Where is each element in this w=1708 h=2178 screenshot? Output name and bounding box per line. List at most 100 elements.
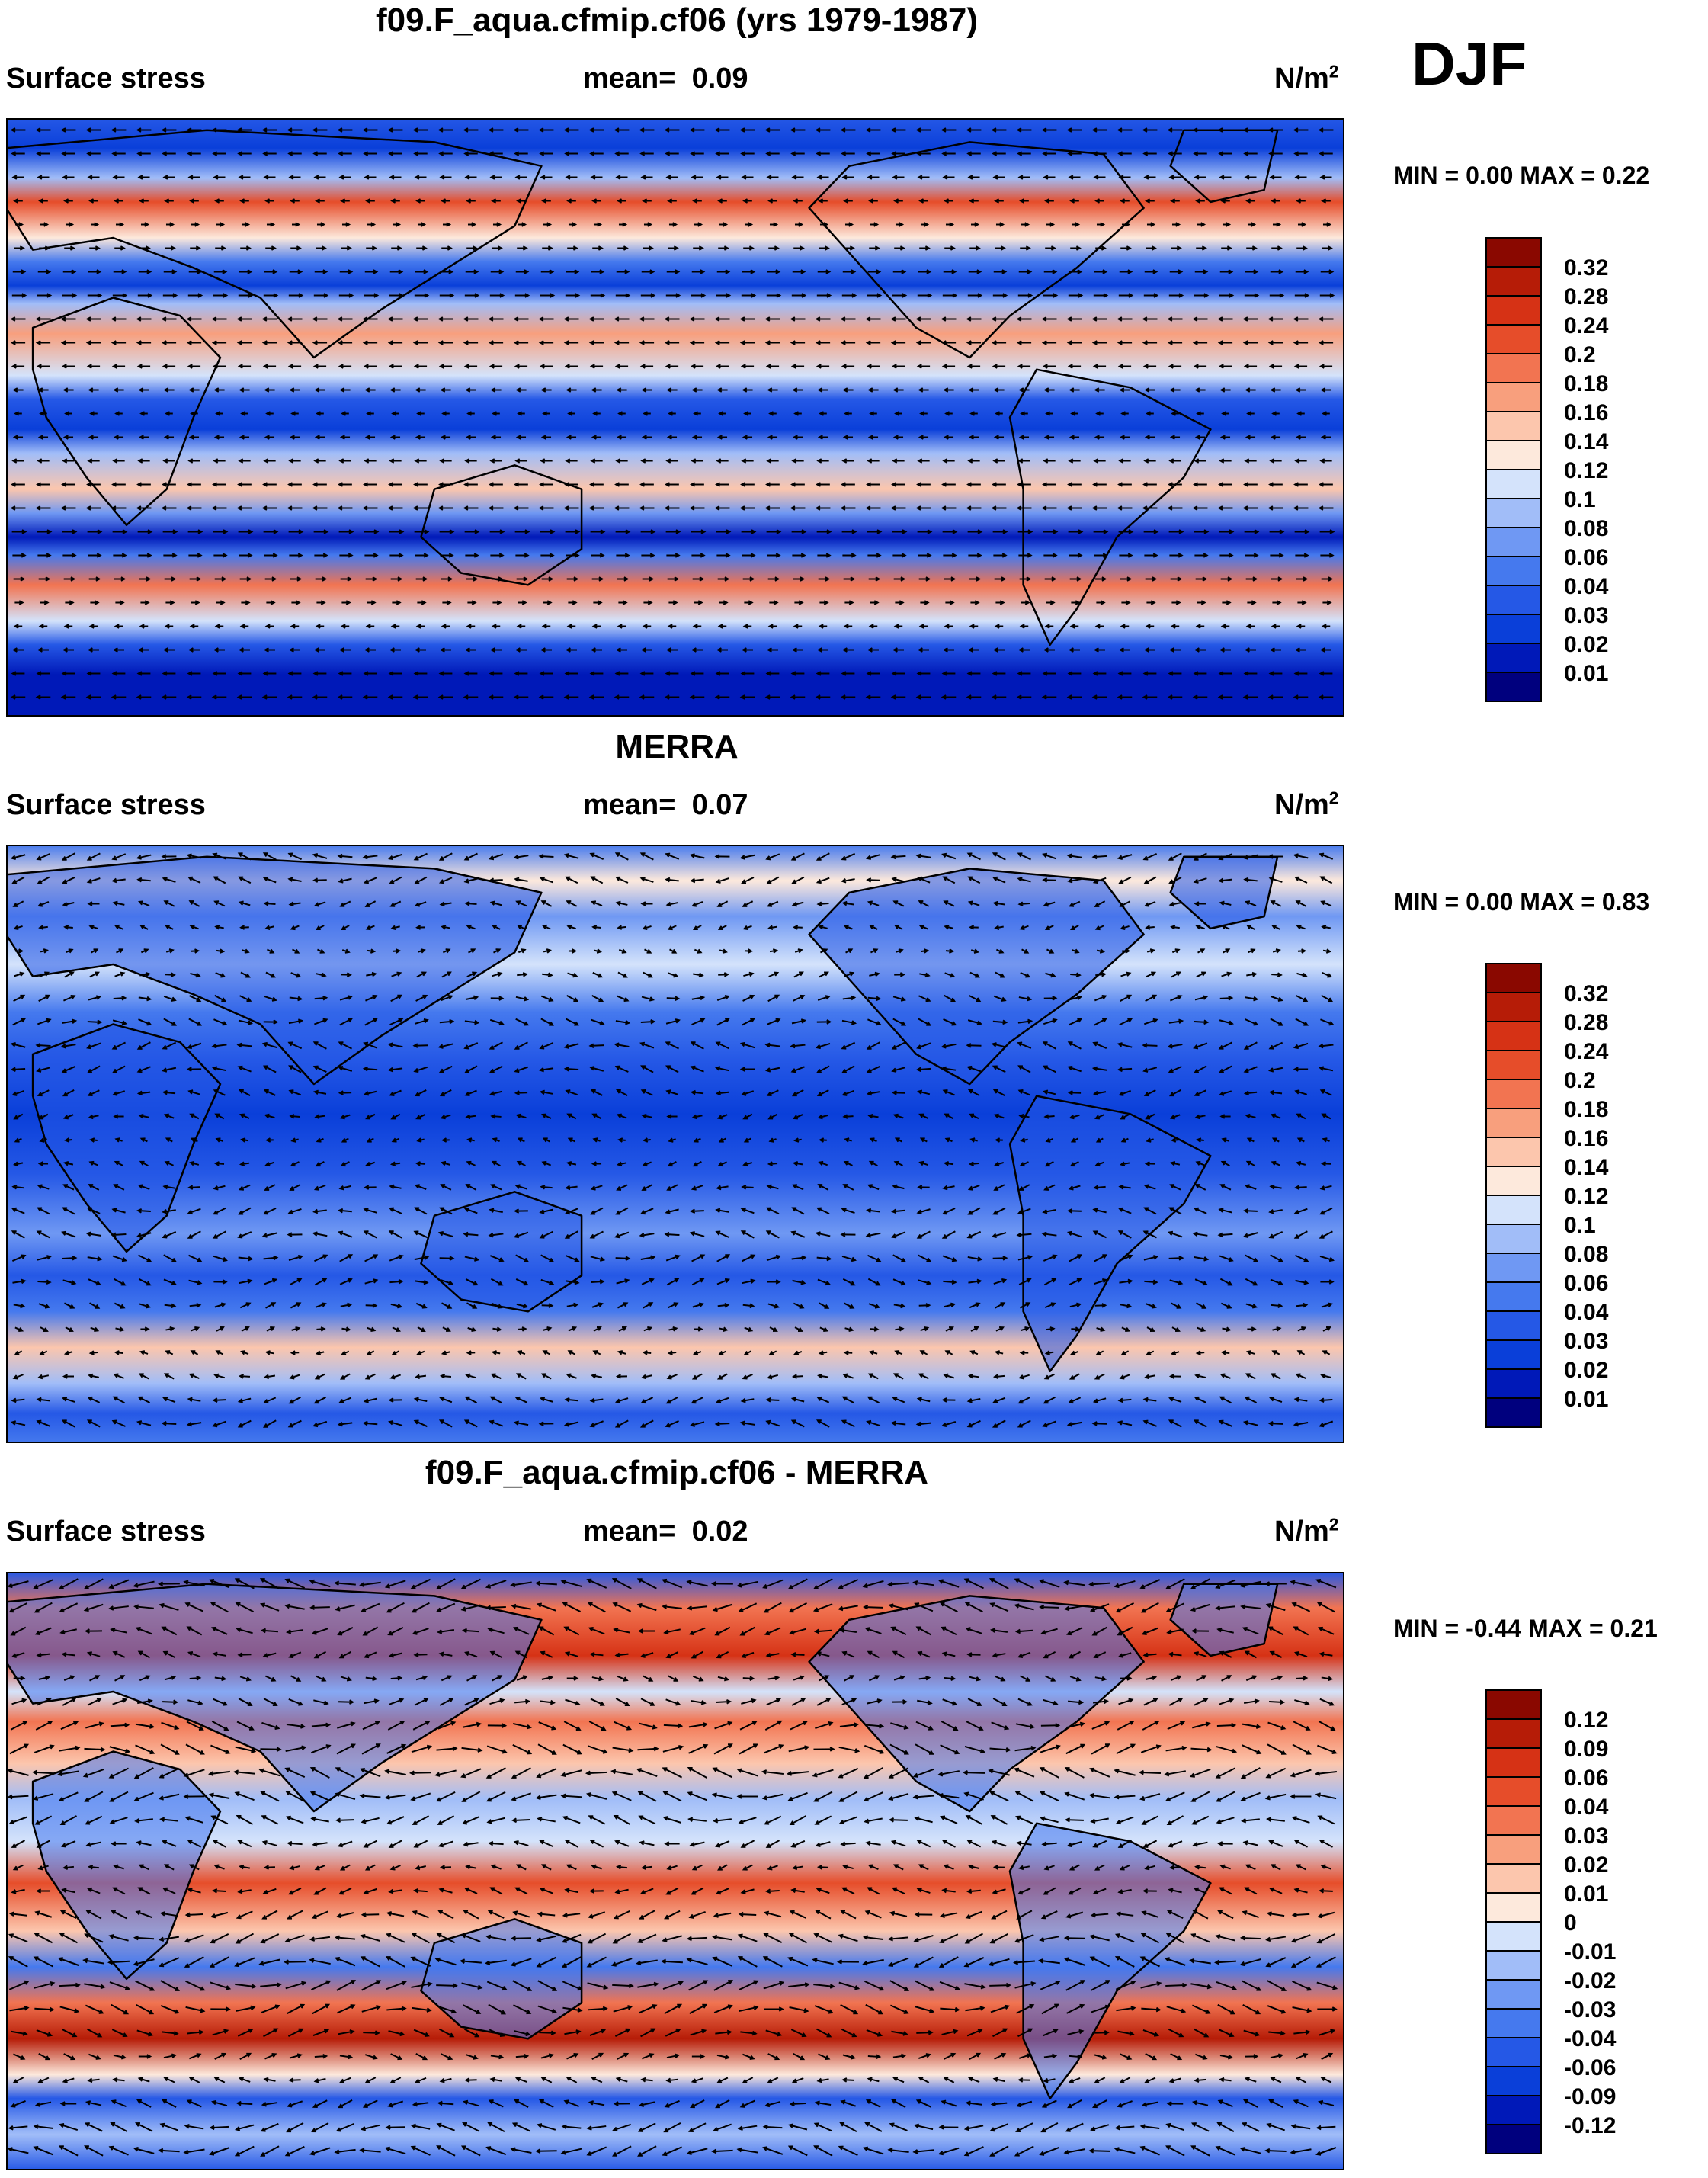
colorbar-box	[1485, 1368, 1542, 1399]
units-label: N/m2	[1274, 787, 1339, 821]
colorbar-tick-label: 0.32	[1564, 981, 1608, 1006]
panel-title: MERRA	[615, 728, 739, 765]
colorbar-box	[1485, 1921, 1542, 1952]
colorbar-tick-label: 0.28	[1564, 284, 1608, 310]
colorbar: 0.32 0.28 0.24 0.2 0.18 0.16 0.14 0.12 0.1 0.08 0.…	[1485, 237, 1609, 702]
min-max-label: MIN = 0.00 MAX = 0.22	[1393, 162, 1650, 189]
coastline	[1169, 129, 1279, 204]
colorbar-tick-label: 0.01	[1564, 1881, 1608, 1907]
colorbar-box	[1485, 963, 1542, 993]
colorbar-box	[1485, 1108, 1542, 1138]
colorbar-box	[1485, 353, 1542, 383]
colorbar-box	[1485, 1863, 1542, 1894]
colorbar-tick-label: 0.08	[1564, 1242, 1608, 1267]
colorbar-tick-label: 0.03	[1564, 1329, 1608, 1354]
colorbar-tick-label: -0.01	[1564, 1939, 1616, 1965]
surface-stress-map	[6, 845, 1344, 1443]
colorbar-tick-label: 0.24	[1564, 313, 1609, 338]
colorbar-box	[1485, 1137, 1542, 1167]
colorbar-tick-label: 0.04	[1564, 1300, 1609, 1325]
panel-title: f09.F_aqua.cfmip.cf06 - MERRA	[425, 1454, 929, 1491]
colorbar-box	[1485, 1979, 1542, 2010]
mean-label: mean= 0.07	[583, 789, 748, 821]
wind-vectors	[10, 127, 1335, 700]
colorbar-tick-label: 0.08	[1564, 516, 1608, 541]
colorbar-box	[1485, 614, 1542, 644]
map-frame	[6, 118, 1344, 717]
colorbar-tick-label: 0.06	[1564, 1766, 1608, 1791]
colorbar-tick-label: 0.2	[1564, 342, 1596, 367]
wind-vectors	[7, 1578, 1338, 2157]
colorbar-tick-label: 0.24	[1564, 1039, 1609, 1064]
colorbar-box	[1485, 1397, 1542, 1428]
colorbar-box	[1485, 324, 1542, 354]
colorbar-box	[1485, 411, 1542, 441]
coastline	[420, 1918, 583, 2040]
colorbar-tick-label: 0.18	[1564, 371, 1608, 396]
mean-label: mean= 0.02	[583, 1516, 748, 1548]
colorbar: 0.12 0.09 0.06 0.04 0.03 0.02 0.01 0 -0.01 -0.02 -…	[1485, 1689, 1617, 2154]
colorbar-tick-label: 0.01	[1564, 1387, 1608, 1412]
colorbar-tick-label: 0.2	[1564, 1068, 1596, 1093]
variable-label: Surface stress	[6, 1516, 206, 1548]
colorbar-box	[1485, 295, 1542, 326]
wind-vectors	[10, 852, 1335, 1428]
colorbar-tick-label: -0.09	[1564, 2084, 1616, 2109]
colorbar-tick-label: -0.12	[1564, 2113, 1616, 2138]
colorbar-tick-label: 0.18	[1564, 1097, 1608, 1122]
colorbar-box	[1485, 2124, 1542, 2154]
colorbar-box	[1485, 1776, 1542, 1807]
colorbar-box	[1485, 1253, 1542, 1283]
colorbar-tick-label: 0.28	[1564, 1010, 1608, 1035]
colorbar-box	[1485, 585, 1542, 615]
colorbar-box	[1485, 382, 1542, 412]
season-label: DJF	[1412, 30, 1527, 98]
colorbar-box	[1485, 1805, 1542, 1836]
units-label: N/m2	[1274, 61, 1339, 95]
map-frame	[6, 1572, 1344, 2170]
surface-stress-map	[6, 118, 1344, 717]
colorbar-tick-label: 0.03	[1564, 1824, 1608, 1849]
coastline	[1169, 1583, 1279, 1657]
colorbar-tick-label: 0.1	[1564, 1213, 1596, 1238]
colorbar-tick-label: 0	[1564, 1910, 1577, 1936]
coastline	[31, 297, 222, 527]
colorbar-tick-label: 0.16	[1564, 400, 1608, 425]
colorbar-tick-label: -0.02	[1564, 1968, 1616, 1994]
colorbar-box	[1485, 2008, 1542, 2038]
colorbar-box	[1485, 498, 1542, 528]
colorbar-box	[1485, 643, 1542, 673]
colorbar-box	[1485, 266, 1542, 297]
variable-label: Surface stress	[6, 63, 206, 95]
colorbar-box	[1485, 992, 1542, 1022]
colorbar-tick-label: 0.01	[1564, 661, 1608, 686]
colorbar-box	[1485, 1021, 1542, 1051]
variable-label: Surface stress	[6, 789, 206, 821]
coastline	[31, 1750, 222, 1981]
colorbar-tick-label: 0.1	[1564, 487, 1596, 512]
colorbar-box	[1485, 1950, 1542, 1981]
colorbar-tick-label: 0.32	[1564, 255, 1608, 281]
map-frame	[6, 845, 1344, 1443]
coastline	[31, 1023, 222, 1253]
colorbar-tick-label: 0.12	[1564, 1184, 1608, 1209]
mean-label: mean= 0.09	[583, 63, 748, 95]
colorbar-tick-label: 0.03	[1564, 603, 1608, 628]
colorbar-tick-label: 0.06	[1564, 545, 1608, 570]
colorbar-tick-label: 0.02	[1564, 632, 1608, 657]
colorbar-box	[1485, 1050, 1542, 1080]
colorbar-box	[1485, 1892, 1542, 1923]
coastline	[1008, 1095, 1212, 1373]
colorbar: 0.32 0.28 0.24 0.2 0.18 0.16 0.14 0.12 0.1 0.08 0.…	[1485, 963, 1609, 1428]
colorbar-box	[1485, 1195, 1542, 1225]
colorbar-tick-label: -0.06	[1564, 2055, 1616, 2080]
coastline	[420, 1191, 583, 1313]
min-max-label: MIN = -0.44 MAX = 0.21	[1393, 1615, 1658, 1642]
colorbar-box	[1485, 440, 1542, 470]
shaded-field	[6, 118, 1344, 717]
colorbar-tick-label: 0.04	[1564, 574, 1609, 599]
panel-title: f09.F_aqua.cfmip.cf06 (yrs 1979-1987)	[376, 2, 978, 39]
colorbar-tick-label: 0.16	[1564, 1126, 1608, 1151]
colorbar-tick-label: 0.02	[1564, 1358, 1608, 1383]
colorbar-box	[1485, 1166, 1542, 1196]
